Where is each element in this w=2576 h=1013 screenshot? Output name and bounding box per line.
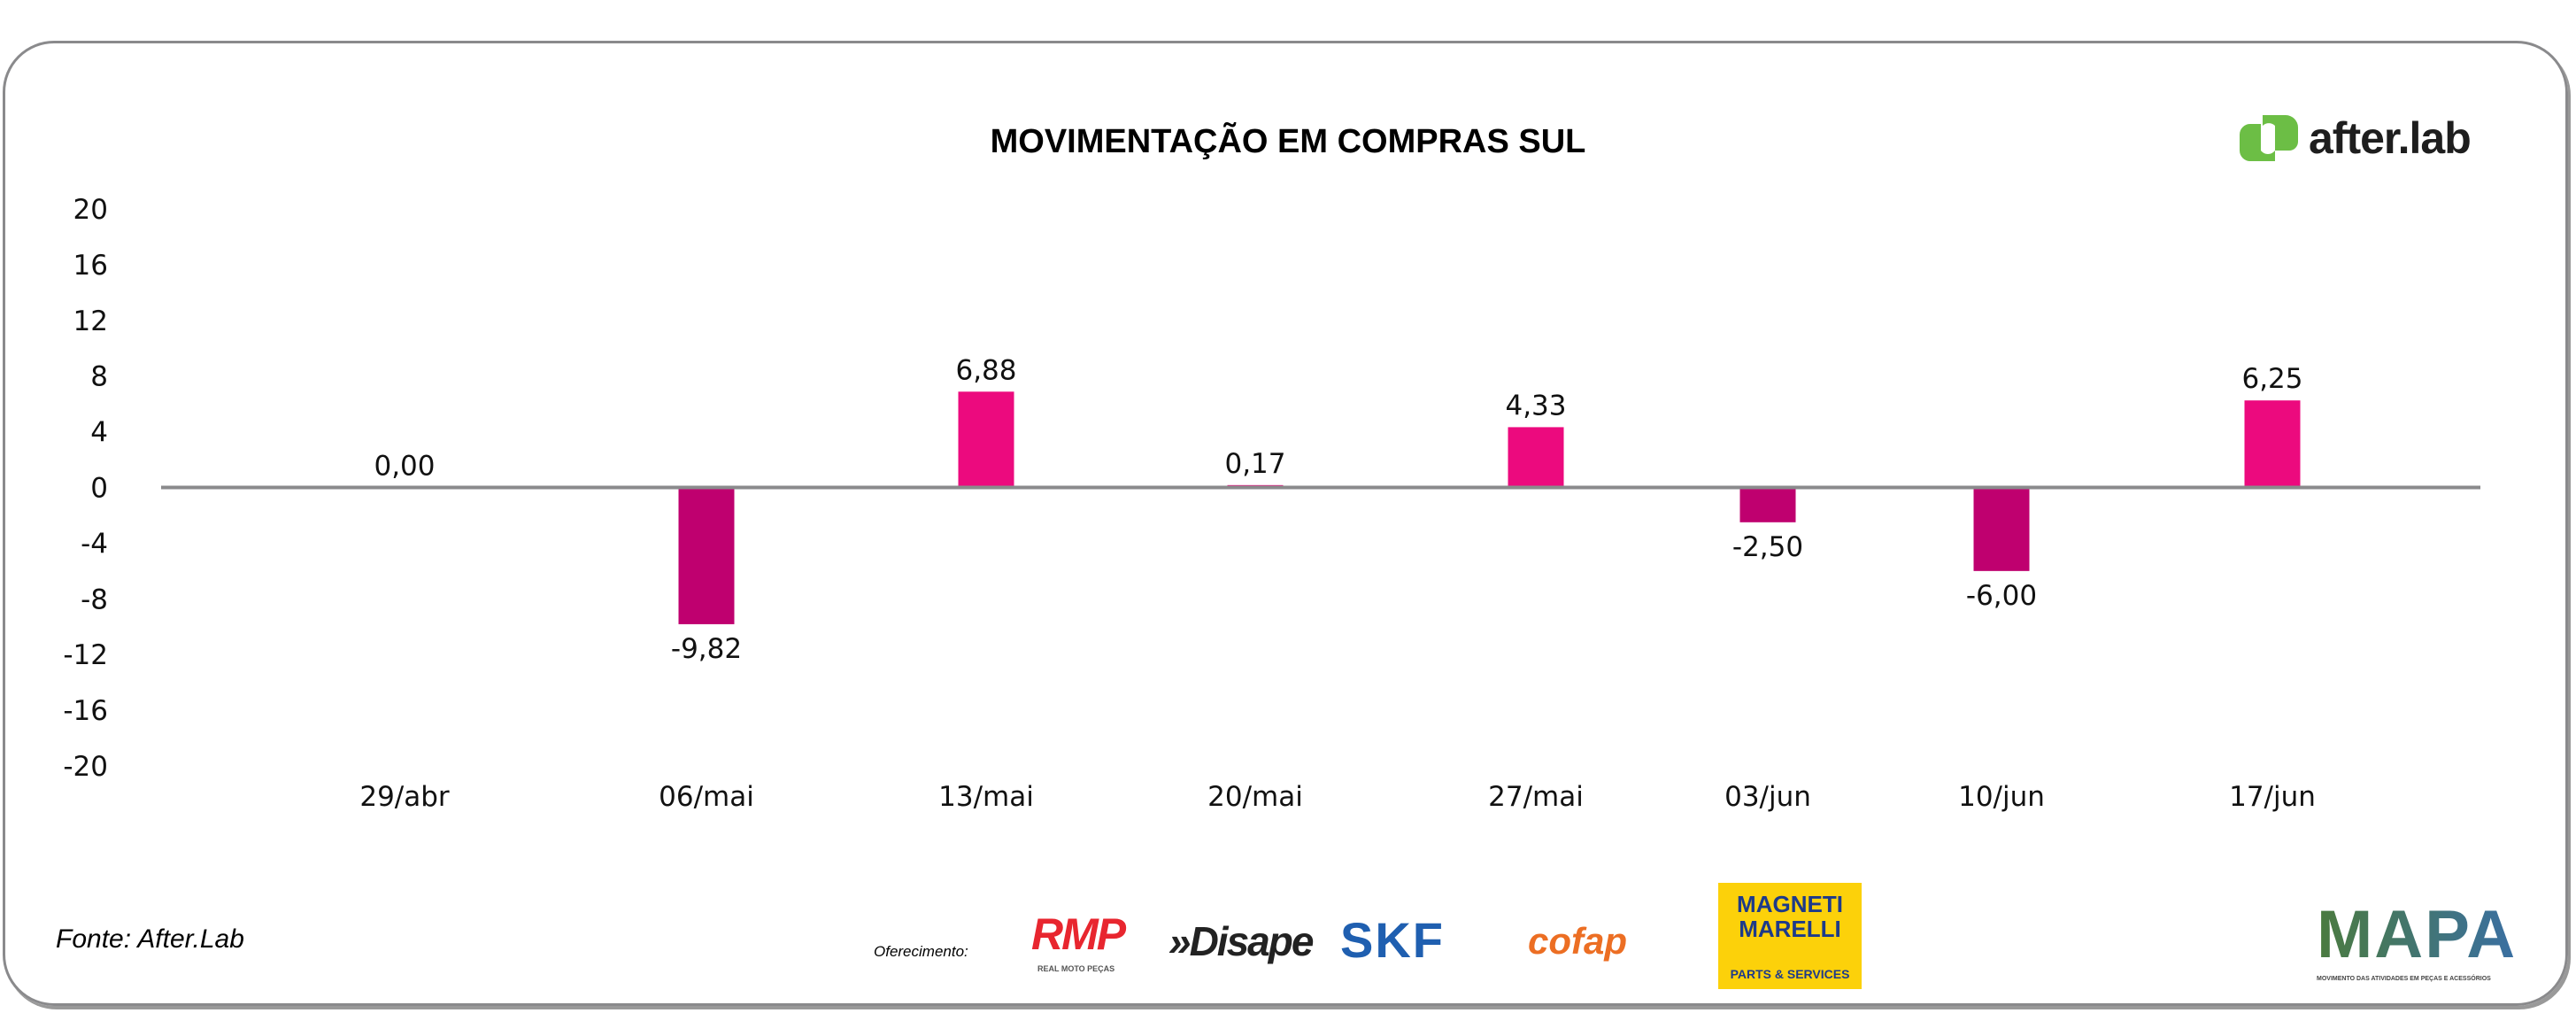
bar (2244, 400, 2301, 488)
cofap-logo: cofap (1528, 920, 1628, 962)
data-label: -2,50 (1732, 531, 1803, 563)
x-tick-label: 17/jun (2229, 781, 2316, 813)
afterlab-logo-icon (2240, 115, 2298, 161)
afterlab-logo-text: after.lab (2309, 113, 2472, 163)
magneti-marelli-name: MAGNETI MARELLI (1737, 891, 1843, 942)
y-tick-label: 12 (73, 305, 108, 337)
bar (958, 391, 1014, 488)
bar (1973, 487, 2030, 571)
y-tick-label: 4 (90, 417, 108, 449)
data-label: -9,82 (671, 633, 742, 665)
chart-frame (3, 41, 2568, 1006)
data-label: -6,00 (1966, 580, 2037, 612)
afterlab-logo: after.lab (2238, 113, 2472, 163)
x-tick-label: 29/abr (359, 781, 450, 813)
x-tick-label: 13/mai (938, 781, 1034, 813)
skf-logo: SKF (1340, 912, 1445, 968)
mapa-logo: MAPA (2317, 897, 2518, 972)
rmp-logo-subtitle: REAL MOTO PEÇAS (1037, 964, 1115, 973)
x-tick-label: 10/jun (1958, 781, 2045, 813)
chart-title: MOVIMENTAÇÃO EM COMPRAS SUL (990, 123, 1586, 160)
bar (678, 487, 735, 624)
x-tick-label: 03/jun (1724, 781, 1811, 813)
data-label: 4,33 (1505, 390, 1566, 421)
x-tick-label: 27/mai (1488, 781, 1584, 813)
y-tick-label: -20 (63, 751, 108, 783)
bar (1508, 427, 1564, 488)
x-tick-label: 06/mai (659, 781, 754, 813)
data-label: 0,17 (1224, 448, 1285, 480)
y-tick-label: 20 (73, 194, 108, 226)
y-tick-label: 8 (90, 361, 108, 393)
y-tick-label: -12 (63, 639, 108, 671)
source-note: Fonte: After.Lab (56, 924, 244, 954)
x-tick-label: 20/mai (1207, 781, 1303, 813)
y-tick-label: 16 (73, 250, 108, 282)
y-tick-label: 0 (90, 473, 108, 505)
data-label: 6,25 (2241, 363, 2302, 395)
disape-logo: »Disape (1168, 918, 1314, 964)
bar (1739, 487, 1796, 522)
magneti-marelli-subtitle: PARTS & SERVICES (1730, 967, 1850, 981)
y-tick-label: -16 (63, 695, 108, 727)
sponsor-label: Oferecimento: (874, 943, 968, 960)
mapa-logo-subtitle: MOVIMENTO DAS ATIVIDADES EM PEÇAS E ACES… (2317, 976, 2491, 982)
rmp-logo: RMP (1031, 909, 1126, 959)
y-tick-label: -4 (81, 528, 108, 560)
magneti-marelli-logo: MAGNETI MARELLI PARTS & SERVICES (1718, 883, 1862, 989)
y-tick-label: -8 (81, 584, 108, 615)
data-label: 0,00 (374, 451, 435, 483)
data-label: 6,88 (955, 354, 1016, 386)
